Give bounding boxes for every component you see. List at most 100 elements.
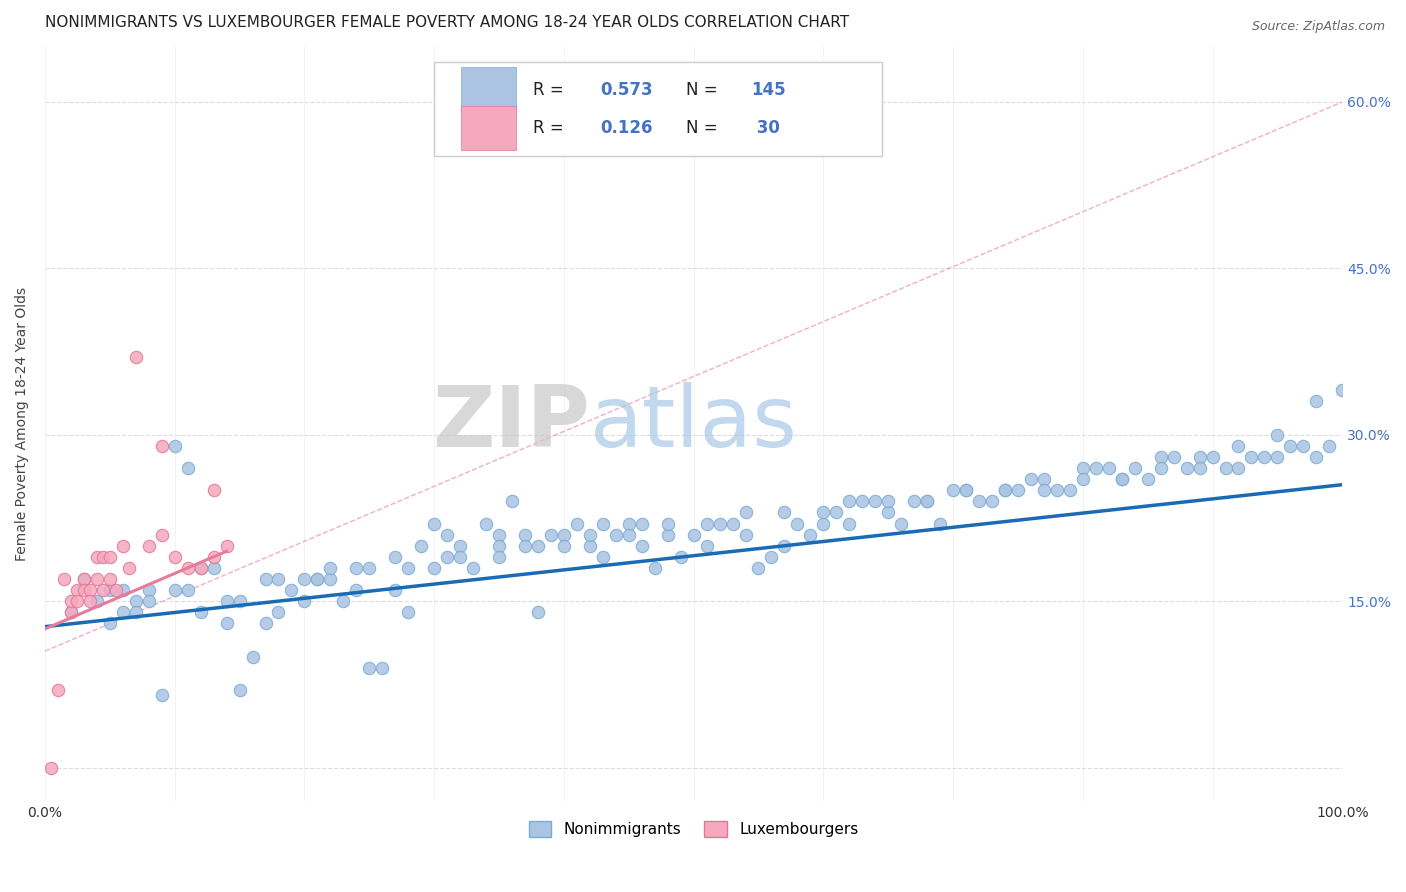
Point (1098, 461, 1121, 475)
Point (111, 583, 134, 598)
Point (838, 494, 860, 508)
Point (1163, 450, 1185, 464)
Point (657, 527, 679, 541)
Point (579, 527, 602, 541)
Point (449, 539, 471, 553)
Point (1032, 472, 1054, 486)
Point (929, 516, 952, 531)
Text: 145: 145 (751, 80, 786, 99)
Point (475, 516, 498, 531)
Point (371, 661, 394, 675)
Point (190, 561, 212, 575)
Point (838, 516, 860, 531)
Text: 30: 30 (751, 119, 779, 136)
Point (176, 461, 198, 475)
Point (967, 494, 990, 508)
Point (527, 539, 550, 553)
Point (592, 549, 614, 564)
Point (1317, 439, 1340, 453)
Point (1305, 394, 1327, 409)
Point (150, 689, 173, 703)
Point (267, 572, 290, 586)
Point (1227, 461, 1250, 475)
FancyBboxPatch shape (461, 105, 516, 150)
Point (423, 561, 446, 575)
Point (267, 605, 290, 619)
Point (1071, 472, 1094, 486)
Point (501, 494, 523, 508)
Point (202, 561, 225, 575)
Point (877, 505, 900, 519)
Point (657, 516, 679, 531)
Point (66, 583, 89, 598)
Point (59, 594, 82, 608)
Point (163, 549, 186, 564)
Point (488, 549, 510, 564)
Point (150, 439, 173, 453)
Point (254, 616, 277, 631)
Point (1111, 472, 1133, 486)
Point (955, 483, 977, 498)
FancyBboxPatch shape (434, 62, 882, 156)
Point (384, 549, 406, 564)
Point (513, 539, 536, 553)
Point (294, 572, 316, 586)
Point (1032, 483, 1054, 498)
Point (669, 549, 692, 564)
Point (592, 516, 614, 531)
Point (1267, 450, 1289, 464)
Point (228, 682, 250, 697)
Point (955, 483, 977, 498)
Point (709, 516, 731, 531)
Point (734, 505, 756, 519)
Point (1267, 427, 1289, 442)
Point (73, 572, 96, 586)
Point (449, 549, 471, 564)
Point (488, 539, 510, 553)
Point (682, 527, 704, 541)
Text: R =: R = (533, 80, 569, 99)
Point (851, 494, 873, 508)
Point (86, 549, 108, 564)
Point (903, 494, 925, 508)
Point (125, 350, 148, 364)
Point (513, 527, 536, 541)
Point (747, 561, 769, 575)
Point (617, 527, 640, 541)
Point (344, 583, 367, 598)
Point (59, 605, 82, 619)
Text: atlas: atlas (591, 382, 797, 465)
Point (436, 549, 458, 564)
Point (1084, 461, 1107, 475)
Point (319, 572, 342, 586)
Point (111, 605, 134, 619)
Point (1215, 461, 1237, 475)
Point (813, 516, 835, 531)
Point (630, 516, 652, 531)
Point (307, 572, 329, 586)
Point (915, 494, 938, 508)
Text: NONIMMIGRANTS VS LUXEMBOURGER FEMALE POVERTY AMONG 18-24 YEAR OLDS CORRELATION C: NONIMMIGRANTS VS LUXEMBOURGER FEMALE POV… (45, 15, 849, 30)
Point (215, 539, 238, 553)
Point (1331, 384, 1354, 398)
Point (1136, 472, 1159, 486)
Point (1046, 483, 1069, 498)
Point (125, 605, 148, 619)
Point (93, 549, 115, 564)
Point (86, 572, 108, 586)
Point (696, 516, 718, 531)
Point (644, 561, 666, 575)
Point (228, 594, 250, 608)
Point (696, 539, 718, 553)
Point (73, 572, 96, 586)
Point (215, 616, 238, 631)
Point (799, 527, 821, 541)
Point (553, 539, 575, 553)
Point (1240, 450, 1263, 464)
Point (98, 616, 121, 631)
Point (202, 549, 225, 564)
Point (605, 527, 627, 541)
Point (1019, 472, 1042, 486)
Point (1188, 450, 1211, 464)
Point (773, 539, 796, 553)
